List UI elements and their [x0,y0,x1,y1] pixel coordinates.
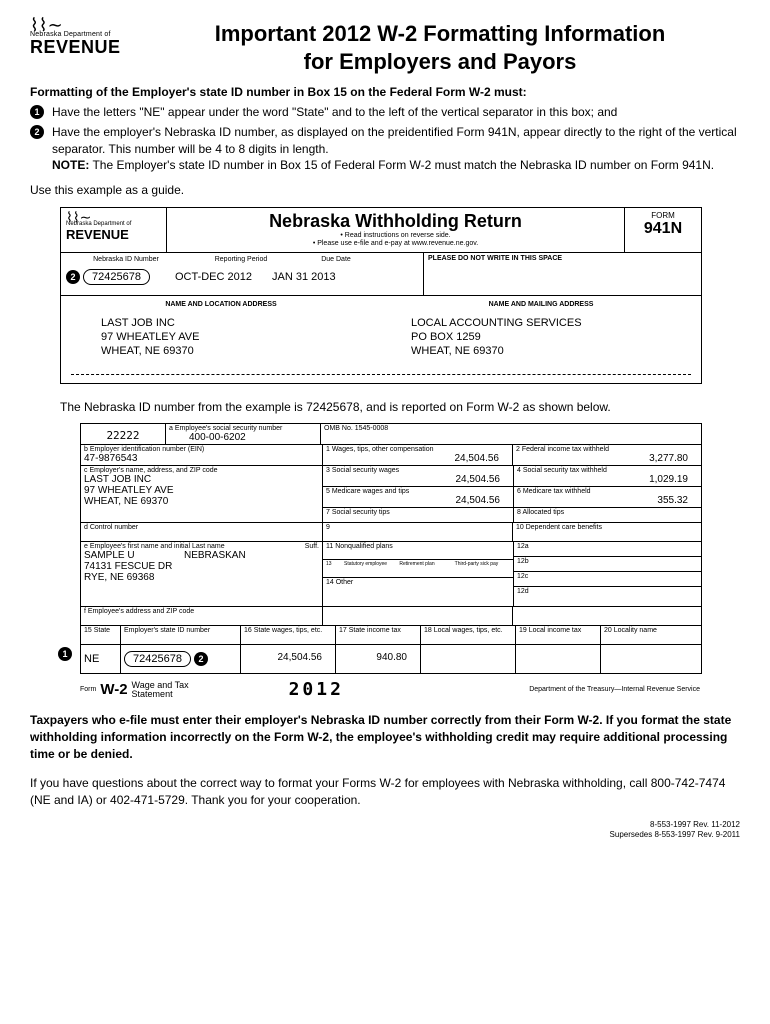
bullet-list: 1 Have the letters "NE" appear under the… [30,104,740,174]
w2-box: 22222 a Employee's social security numbe… [80,423,702,674]
bullet-2-block: Have the employer's Nebraska ID number, … [52,124,740,174]
period-value: OCT-DEC 2012 [175,271,252,283]
mailing-address: LOCAL ACCOUNTING SERVICES PO BOX 1259 WH… [381,316,691,359]
employee-last: NEBRASKAN [184,550,246,561]
dept-revenue-text: REVENUE [30,38,130,56]
box3-value: 24,504.56 [326,474,510,485]
bullet-1-icon: 1 [30,105,44,119]
marker-2b-icon: 2 [194,652,208,666]
w2-footer: Form W-2 Wage and Tax Statement 2012 Dep… [80,679,700,700]
logo-squiggle: ⌇⌇∼ [30,20,130,31]
box-22222: 22222 [81,424,166,444]
box16-value: 24,504.56 [244,652,332,663]
name-loc-label: NAME AND LOCATION ADDRESS [61,301,381,308]
name-mail-label: NAME AND MAILING ADDRESS [381,301,701,308]
employee-first: SAMPLE U [84,550,184,561]
period-label: Reporting Period [186,256,296,263]
id-label: Nebraska ID Number [66,256,186,263]
box4-value: 1,029.19 [517,474,698,485]
page-header: ⌇⌇∼ Nebraska Department of REVENUE Impor… [30,20,740,75]
employer-name: LAST JOB INC [84,474,319,485]
bullet-1-text: Have the letters "NE" appear under the w… [52,104,617,121]
box17-value: 940.80 [339,652,417,663]
box15-state-id: 72425678 [124,651,191,667]
bullet-2-icon: 2 [30,125,44,139]
form-title-cell: Nebraska Withholding Return • Read instr… [167,208,624,252]
efile-warning: Taxpayers who e-file must enter their em… [30,712,740,762]
box5-value: 24,504.56 [326,495,510,506]
questions-text: If you have questions about the correct … [30,775,740,809]
w2-form-name: W-2 [100,681,127,698]
box15-state: NE [81,645,121,673]
dept-logo: ⌇⌇∼ Nebraska Department of REVENUE [30,20,130,56]
location-address: LAST JOB INC 97 WHEATLEY AVE WHEAT, NE 6… [71,316,381,359]
box6-value: 355.32 [517,495,698,506]
ein-value: 47-9876543 [84,453,319,464]
box2-value: 3,277.80 [516,453,698,464]
due-label: Due Date [296,256,376,263]
doc-reference: 8-553-1997 Rev. 11-2012 Supersedes 8-553… [30,820,740,839]
no-write-space: PLEASE DO NOT WRITE IN THIS SPACE [423,253,701,295]
page-title: Important 2012 W-2 Formatting Informatio… [140,20,740,75]
ssn-value: 400-00-6202 [169,432,317,443]
tax-year: 2012 [289,679,344,700]
due-value: JAN 31 2013 [272,271,336,283]
form-logo-cell: ⌇⌇∼ Nebraska Department of REVENUE [61,208,167,252]
example-lead: Use this example as a guide. [30,182,740,199]
marker-1-icon: 1 [58,647,72,661]
mid-text: The Nebraska ID number from the example … [60,399,740,416]
intro-heading: Formatting of the Employer's state ID nu… [30,85,740,99]
omb-text: OMB No. 1545-0008 [324,425,698,432]
form-941n-box: ⌇⌇∼ Nebraska Department of REVENUE Nebra… [60,207,702,384]
marker-2-icon: 2 [66,270,80,284]
box1-value: 24,504.56 [326,453,509,464]
nebraska-id-value: 72425678 [83,269,150,285]
form-num-cell: FORM 941N [624,208,701,252]
treasury-text: Department of the Treasury—Internal Reve… [529,686,700,693]
